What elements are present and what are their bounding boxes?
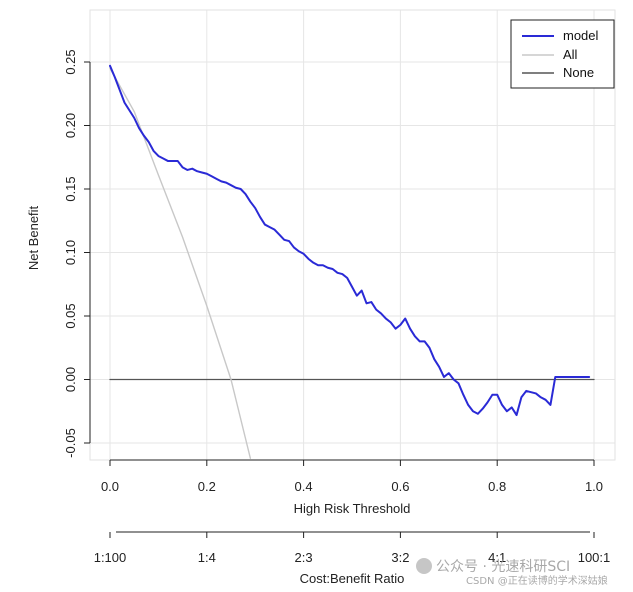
x2-tick-label-1: 1:4: [198, 550, 216, 565]
y-tick-label-6: 0.25: [63, 49, 78, 74]
y-axis: -0.05 0.00 0.05 0.10 0.15 0.20 0.25: [63, 49, 91, 458]
y-tick-label-1: 0.00: [63, 367, 78, 392]
watermark-line2: CSDN @正在读博的学术深姑娘: [466, 574, 608, 587]
x-tick-label-4: 0.8: [488, 479, 506, 494]
wechat-icon: [416, 558, 432, 574]
legend-box: [510, 19, 615, 89]
y-tick-label-0: -0.05: [63, 428, 78, 458]
x-tick-label-1: 0.2: [198, 479, 216, 494]
secondary-axis-label: Cost:Benefit Ratio: [300, 571, 405, 586]
series-layer: [109, 64, 595, 459]
y-tick-label-4: 0.15: [63, 176, 78, 201]
cost-benefit-axis: 1:100 1:4 2:3 3:2 4:1 100:1: [94, 531, 611, 565]
x-axis: 0.0 0.2 0.4 0.6 0.8 1.0: [101, 459, 603, 494]
y-axis-label: Net Benefit: [26, 205, 41, 270]
legend-label-none: None: [563, 65, 594, 80]
x-tick-label-3: 0.6: [391, 479, 409, 494]
y-tick-label-2: 0.05: [63, 303, 78, 328]
x2-tick-label-5: 100:1: [578, 550, 611, 565]
x-tick-label-2: 0.4: [295, 479, 313, 494]
x2-tick-label-2: 2:3: [295, 550, 313, 565]
watermark: 公众号 · 光速科研SCI CSDN @正在读博的学术深姑娘: [416, 558, 608, 587]
x-axis-label: High Risk Threshold: [294, 501, 411, 516]
x2-tick-label-0: 1:100: [94, 550, 127, 565]
legend-label-all: All: [563, 47, 578, 62]
y-tick-label-5: 0.20: [63, 113, 78, 138]
x-tick-label-0: 0.0: [101, 479, 119, 494]
legend-label-model: model: [563, 28, 599, 43]
x2-tick-label-4: 4:1: [488, 550, 506, 565]
watermark-line1: 公众号 · 光速科研SCI: [436, 559, 570, 575]
series-line-model: [109, 64, 591, 417]
series-line-all: [109, 67, 252, 459]
x2-tick-label-3: 3:2: [391, 550, 409, 565]
y-tick-label-3: 0.10: [63, 240, 78, 265]
legend: model All None: [510, 19, 615, 89]
x-tick-label-5: 1.0: [585, 479, 603, 494]
